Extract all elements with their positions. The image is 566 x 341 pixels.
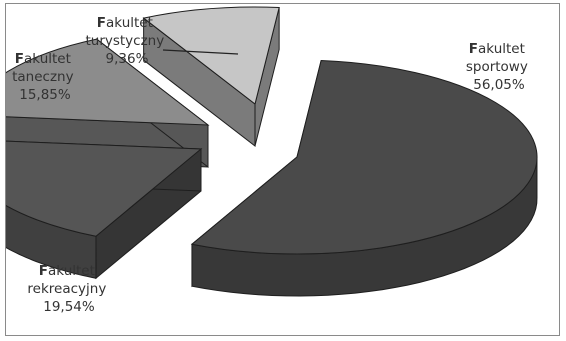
pie-slice-taneczny — [6, 38, 210, 169]
chart-frame: Fakultet sportowy 56,05% Fakultet rekrea… — [5, 3, 560, 336]
label-line2: taneczny — [12, 69, 73, 85]
label-line2: rekreacyjny — [27, 281, 106, 297]
label-line1: akultet — [478, 41, 525, 57]
label-percent: 56,05% — [473, 77, 525, 93]
slice-label-turystyczny: Fakultet turystyczny 9,36% — [85, 15, 168, 67]
label-line1: akultet — [24, 51, 71, 67]
slice-label-rekreacyjny: Fakultet rekreacyjny 19,54% — [27, 263, 110, 315]
label-line2: turystyczny — [85, 33, 164, 49]
slice-top — [6, 140, 203, 237]
label-initial: F — [469, 41, 478, 57]
label-line1: akultet — [106, 15, 153, 31]
label-initial: F — [15, 51, 24, 67]
label-line2: sportowy — [466, 59, 528, 75]
label-initial: F — [39, 263, 48, 279]
slice-top — [190, 59, 538, 255]
slice-label-sportowy: Fakultet sportowy 56,05% — [466, 41, 532, 93]
turystyczny-leader-line — [162, 49, 239, 55]
pie-chart: Fakultet sportowy 56,05% Fakultet rekrea… — [6, 6, 538, 315]
label-percent: 19,54% — [43, 299, 95, 315]
slice-top — [142, 6, 280, 105]
label-line1: akultet — [48, 263, 95, 279]
label-initial: F — [97, 15, 106, 31]
pie-slice-sportowy — [190, 59, 538, 297]
slices-layer — [6, 6, 538, 297]
slice-label-taneczny: Fakultet taneczny 15,85% — [12, 51, 78, 103]
slice-top — [6, 38, 210, 126]
pie-slice-rekreacyjny — [6, 140, 203, 280]
label-percent: 9,36% — [106, 51, 149, 67]
label-percent: 15,85% — [19, 87, 71, 103]
